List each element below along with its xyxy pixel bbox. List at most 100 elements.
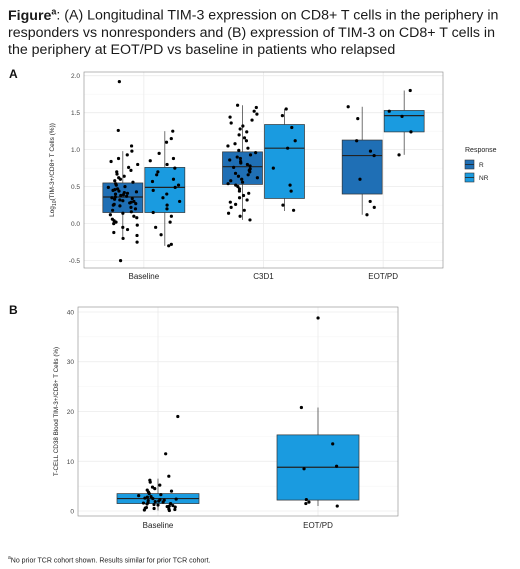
box-NR [383, 110, 425, 133]
data-point [237, 189, 242, 193]
data-point [164, 140, 169, 144]
data-point [121, 193, 125, 197]
data-point [112, 230, 116, 235]
figure-title-text: : (A) Longitudinal TIM-3 expression on C… [8, 7, 499, 58]
data-point [246, 146, 250, 150]
data-point [248, 218, 252, 222]
x-tick-label: C3D1 [253, 272, 274, 281]
data-point [236, 185, 240, 189]
data-point [125, 194, 129, 198]
y-axis-label: Log10(TIM-3+/CD8+ T Cells (%)) [49, 123, 58, 217]
data-point [130, 149, 134, 153]
data-point [281, 203, 285, 207]
data-point [245, 162, 250, 167]
data-point [106, 185, 110, 189]
data-point [152, 506, 156, 511]
data-point [111, 203, 115, 207]
data-point [110, 196, 114, 200]
data-point [132, 214, 136, 218]
data-point [174, 497, 178, 501]
data-point [254, 151, 258, 155]
plot-border [77, 306, 399, 517]
data-point [246, 173, 250, 177]
data-point [167, 244, 171, 248]
data-point [387, 109, 391, 113]
box-R [222, 151, 263, 185]
data-point [118, 177, 123, 181]
data-point [397, 153, 401, 157]
y-tick-label: 2.0 [71, 73, 80, 80]
data-point [372, 205, 376, 209]
panel-a-label: A [9, 67, 18, 81]
data-point [236, 174, 241, 178]
data-point [129, 210, 133, 214]
data-point [134, 202, 138, 206]
data-point [129, 168, 133, 172]
data-point [135, 216, 139, 220]
data-point [156, 503, 160, 507]
y-tick-label: 0 [70, 509, 74, 516]
data-point [284, 107, 288, 111]
data-point [331, 442, 335, 446]
data-point [150, 179, 155, 184]
data-point [173, 166, 177, 170]
box-NR [264, 124, 305, 199]
data-point [129, 144, 134, 148]
x-tick-label: Baseline [128, 272, 159, 281]
data-point [241, 124, 245, 128]
data-point [136, 162, 140, 167]
data-point [244, 139, 249, 143]
x-tick-label: EOT/PD [303, 521, 333, 530]
data-point [248, 153, 253, 157]
data-point [151, 496, 155, 501]
data-point [121, 199, 125, 203]
data-point [118, 204, 122, 208]
data-point [255, 176, 259, 180]
data-point [229, 205, 233, 209]
data-point [304, 501, 308, 506]
data-point [125, 153, 129, 157]
data-point [165, 207, 169, 211]
data-point [128, 201, 132, 205]
data-point [135, 233, 139, 238]
data-point [228, 200, 232, 204]
data-point [148, 159, 152, 163]
data-point [118, 259, 123, 263]
data-point [254, 105, 258, 110]
data-point [169, 489, 174, 493]
data-point [108, 213, 112, 217]
data-point [145, 502, 149, 506]
legend-title: Response [465, 147, 497, 154]
data-point [228, 115, 232, 119]
data-point [171, 177, 176, 181]
data-point [226, 211, 231, 215]
data-point [164, 452, 168, 456]
y-tick-label: 30 [67, 359, 75, 366]
data-point [117, 80, 121, 84]
data-point [245, 130, 249, 134]
data-point [111, 208, 115, 212]
data-point [142, 508, 146, 512]
data-point [238, 214, 242, 218]
data-point [111, 188, 115, 192]
data-point [117, 189, 121, 193]
data-point [165, 203, 169, 207]
data-point [232, 165, 236, 170]
data-point [229, 179, 233, 183]
data-point [271, 166, 275, 170]
data-point [233, 142, 237, 146]
data-point [112, 222, 116, 226]
data-point [176, 183, 181, 187]
data-point [109, 159, 113, 164]
data-point [280, 114, 284, 118]
data-point [115, 172, 119, 176]
data-point [176, 414, 180, 419]
data-point [121, 211, 125, 215]
data-point [171, 503, 175, 508]
data-point [123, 185, 127, 189]
data-point [237, 133, 241, 137]
data-point [168, 220, 172, 224]
data-point [157, 499, 161, 503]
data-point [237, 148, 241, 152]
data-point [334, 464, 339, 468]
